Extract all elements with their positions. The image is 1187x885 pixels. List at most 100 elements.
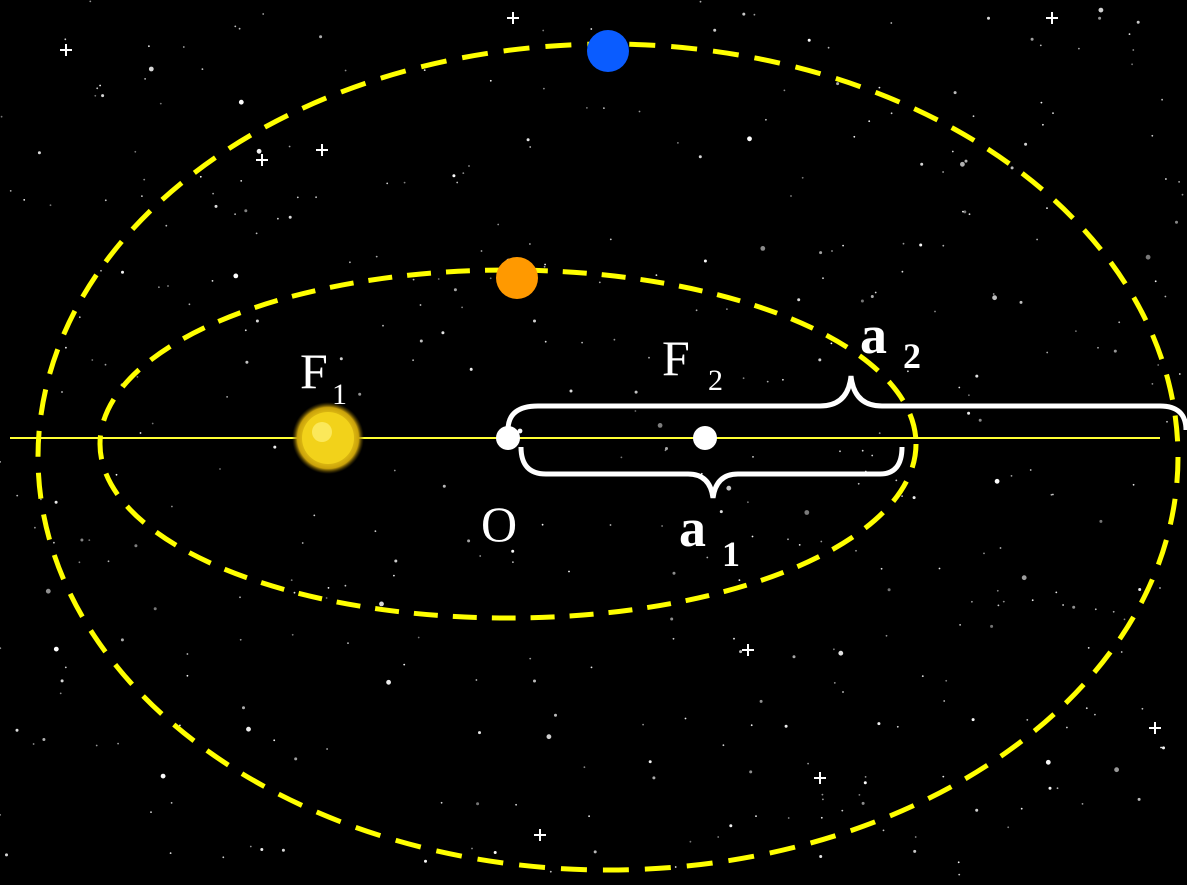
star [393, 574, 395, 577]
star [1075, 330, 1077, 332]
star [1161, 98, 1163, 101]
star [833, 648, 835, 651]
star [999, 547, 1002, 549]
star [1007, 826, 1010, 829]
star [798, 544, 801, 546]
star [1002, 600, 1005, 603]
star [760, 246, 766, 251]
star [586, 107, 588, 109]
star [887, 588, 891, 592]
star [874, 291, 877, 294]
star [797, 298, 801, 302]
star [1097, 346, 1099, 349]
star [256, 148, 262, 154]
star [968, 394, 970, 397]
star [820, 540, 823, 543]
star [424, 859, 427, 863]
star [452, 174, 456, 178]
bright-star [1149, 722, 1161, 734]
star [526, 138, 530, 142]
star [54, 500, 58, 504]
star [978, 418, 982, 422]
star [677, 142, 679, 144]
axis2-label-letter: a [860, 305, 887, 365]
star [868, 120, 871, 123]
bright-star [256, 154, 268, 166]
star [233, 273, 239, 279]
star [358, 392, 362, 396]
star [919, 243, 923, 247]
star [239, 638, 242, 641]
star [517, 428, 523, 434]
star [871, 454, 874, 457]
star [672, 571, 676, 575]
inner-planet-icon [496, 257, 538, 299]
star [117, 742, 119, 745]
star [1042, 123, 1044, 126]
star [53, 541, 55, 544]
star [1072, 605, 1076, 609]
star [1138, 588, 1142, 591]
star [245, 360, 249, 364]
star [951, 150, 954, 153]
star [212, 192, 215, 195]
star [456, 181, 459, 184]
star [938, 567, 941, 570]
star [169, 852, 172, 854]
star [912, 496, 916, 500]
star [1085, 707, 1088, 710]
star [1094, 608, 1097, 611]
star [104, 199, 107, 202]
star [722, 744, 725, 747]
star [301, 542, 304, 544]
star [293, 591, 296, 594]
star [971, 600, 973, 603]
star [858, 794, 861, 796]
bright-star [534, 829, 546, 841]
sun-icon [292, 402, 364, 474]
star [238, 99, 244, 105]
star [726, 485, 732, 491]
star [375, 255, 378, 258]
star [831, 250, 833, 252]
star [830, 342, 833, 345]
star [296, 196, 299, 199]
star [945, 679, 948, 682]
star [590, 666, 593, 669]
star [880, 567, 883, 570]
star [842, 691, 844, 693]
star [541, 523, 544, 526]
star [996, 589, 999, 592]
star [546, 734, 552, 740]
star [255, 319, 259, 323]
star [1113, 349, 1117, 353]
star [878, 86, 881, 89]
star [902, 242, 905, 245]
star [249, 845, 252, 848]
star [821, 793, 824, 796]
star [144, 78, 147, 80]
star [339, 357, 343, 361]
star [64, 38, 67, 41]
star [148, 66, 154, 72]
star [440, 801, 443, 804]
star [165, 224, 168, 227]
star [987, 16, 990, 20]
star [32, 743, 35, 745]
star [752, 456, 754, 458]
star [393, 469, 396, 472]
star [590, 28, 593, 30]
center-point [496, 426, 520, 450]
star [423, 69, 426, 71]
star [661, 525, 663, 527]
star [542, 29, 545, 32]
star [40, 498, 42, 501]
star [901, 495, 903, 497]
star [878, 432, 881, 434]
star [877, 722, 881, 726]
star [313, 514, 316, 517]
star [1178, 373, 1181, 375]
star [1112, 610, 1115, 613]
star [179, 724, 181, 727]
